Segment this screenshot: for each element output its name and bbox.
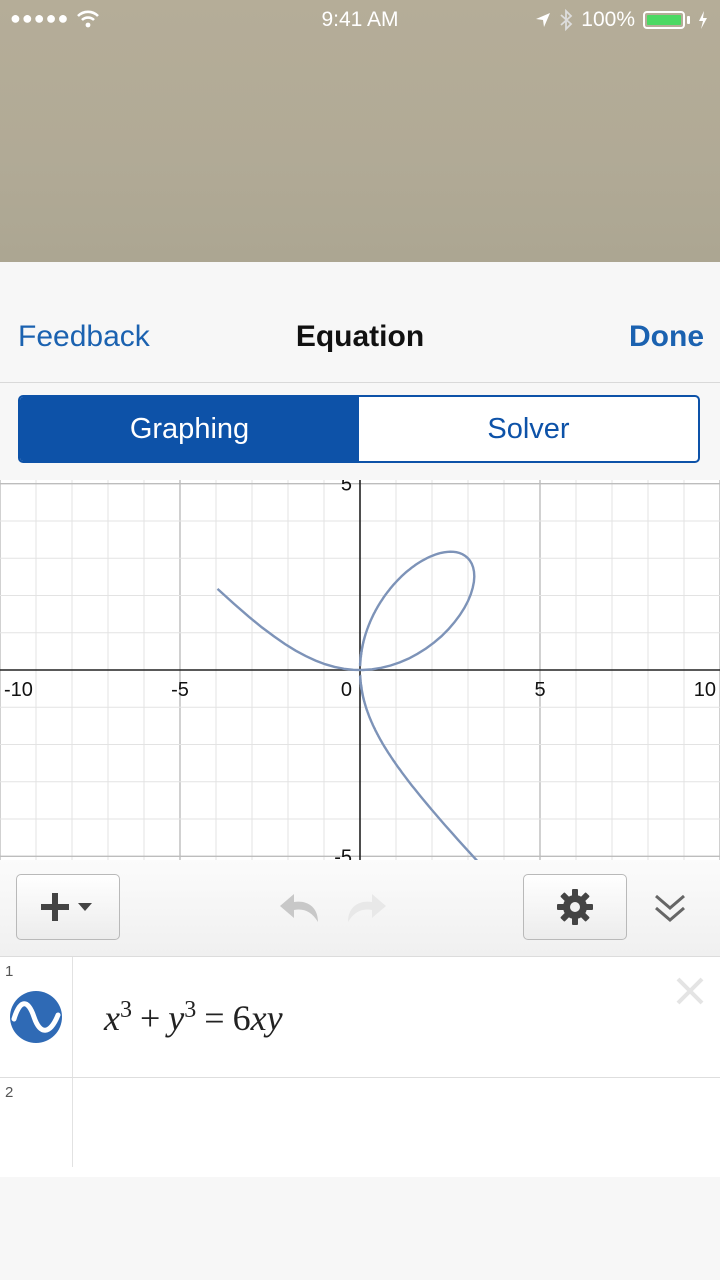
expression-gutter <box>0 957 73 1167</box>
expr-exponent: 3 <box>184 997 197 1023</box>
x-tick-label: 0 <box>341 679 352 701</box>
curve-branch <box>358 674 479 860</box>
expr-y: y <box>168 998 185 1038</box>
tab-graphing[interactable]: Graphing <box>20 397 359 461</box>
row-number: 2 <box>5 1084 14 1101</box>
graph-settings-button[interactable] <box>523 874 627 940</box>
undo-icon[interactable] <box>278 892 324 926</box>
battery-level <box>647 15 681 25</box>
expr-coefficient: 6 <box>232 998 251 1038</box>
expr-xy: xy <box>250 998 283 1038</box>
feedback-button[interactable]: Feedback <box>18 320 150 353</box>
status-left: ●●●●● <box>10 8 100 29</box>
expr-exponent: 3 <box>119 997 132 1023</box>
y-tick-label: 5 <box>341 480 352 496</box>
status-time: 9:41 AM <box>321 8 399 31</box>
curve-branch <box>216 550 476 672</box>
redo-icon[interactable] <box>342 892 388 926</box>
status-right: 100% <box>535 8 708 32</box>
done-button[interactable]: Done <box>629 320 704 353</box>
row-number: 1 <box>5 963 14 980</box>
sine-wave-icon[interactable] <box>8 989 64 1045</box>
x-tick-label: 5 <box>534 679 545 701</box>
signal-strength-icon: ●●●●● <box>10 8 70 28</box>
expression-row[interactable]: 2 <box>0 1078 720 1168</box>
battery-icon <box>643 11 685 29</box>
expression-list: 1 x3 + y3 = 6xy 2 <box>0 957 720 1177</box>
graph-svg[interactable]: -10 -5 0 5 10 5 -5 <box>0 480 720 860</box>
y-tick-label: -5 <box>334 846 352 860</box>
graph-canvas[interactable]: -10 -5 0 5 10 5 -5 <box>0 480 720 860</box>
expr-plus: + <box>139 998 161 1038</box>
plus-icon <box>41 893 92 921</box>
charging-bolt-icon <box>699 11 707 29</box>
battery-tip <box>687 16 690 24</box>
expression-row[interactable]: 1 x3 + y3 = 6xy <box>0 957 720 1078</box>
mode-segmented-control: Graphing Solver <box>18 395 700 463</box>
x-tick-label: -10 <box>4 679 33 701</box>
status-bar: ●●●●● 9:41 AM 100% <box>0 0 720 40</box>
x-tick-label: 10 <box>694 679 716 701</box>
nav-bar: Feedback Equation Done <box>0 262 720 383</box>
expression-toolbar <box>0 860 720 957</box>
tab-solver[interactable]: Solver <box>487 412 570 445</box>
location-arrow-icon <box>536 13 551 27</box>
double-chevron-down-icon[interactable] <box>652 892 688 926</box>
bluetooth-icon <box>560 9 573 31</box>
battery-percent: 100% <box>581 8 635 31</box>
expression-math[interactable]: x3 + y3 = 6xy <box>104 997 283 1039</box>
expr-x: x <box>104 998 120 1038</box>
wifi-icon <box>77 10 100 27</box>
delete-expression-icon[interactable] <box>674 975 706 1007</box>
x-tick-label: -5 <box>171 679 189 701</box>
add-item-button[interactable] <box>16 874 120 940</box>
camera-background <box>0 0 720 262</box>
expr-equals: = <box>204 998 225 1038</box>
gear-icon <box>557 889 593 925</box>
